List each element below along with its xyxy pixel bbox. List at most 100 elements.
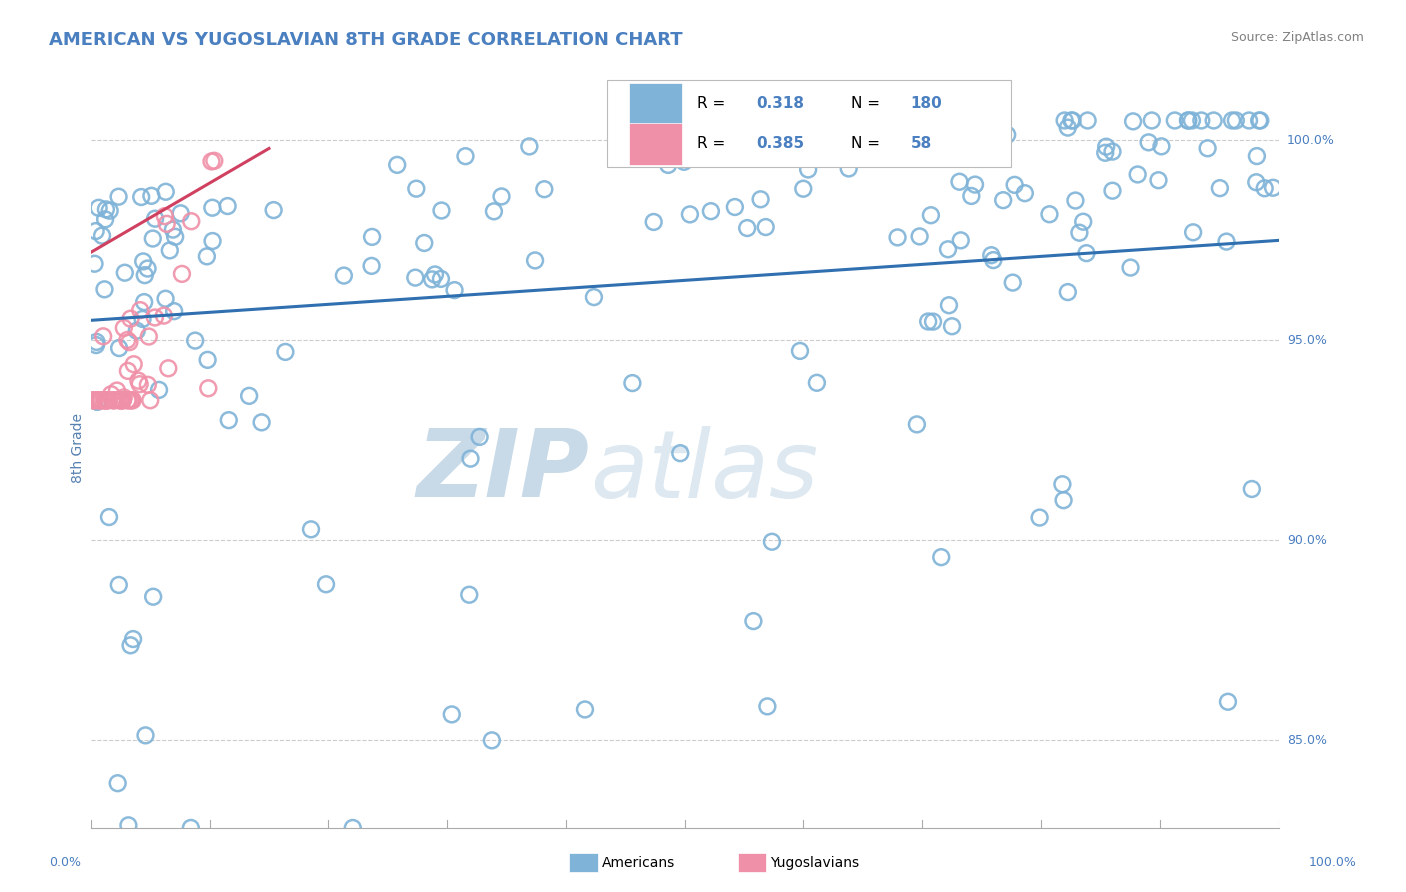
Text: 95.0%: 95.0% <box>1286 334 1327 347</box>
Point <box>742 614 765 628</box>
Point <box>122 357 145 371</box>
Point <box>94 212 117 227</box>
Point <box>896 113 918 128</box>
Point <box>963 178 986 192</box>
Point <box>1076 246 1098 260</box>
Text: 100.0%: 100.0% <box>1286 134 1334 147</box>
Point <box>117 393 139 408</box>
Point <box>482 204 505 219</box>
Point <box>94 393 117 408</box>
Point <box>101 393 124 408</box>
Point <box>1028 510 1050 524</box>
Point <box>922 315 945 329</box>
Point <box>108 341 131 355</box>
Point <box>169 206 191 220</box>
Point <box>1126 168 1149 182</box>
Point <box>200 154 222 169</box>
Text: 58: 58 <box>910 136 932 151</box>
Point <box>86 334 108 349</box>
Point <box>125 324 148 338</box>
Point <box>1062 113 1084 128</box>
Point <box>1056 285 1078 299</box>
Point <box>94 393 117 408</box>
Point <box>315 577 337 591</box>
Point <box>361 230 384 244</box>
Point <box>83 257 105 271</box>
Point <box>1122 114 1144 128</box>
Point <box>1140 113 1163 128</box>
Point <box>405 182 427 196</box>
Point <box>184 334 207 348</box>
Point <box>643 215 665 229</box>
Point <box>111 393 134 408</box>
Point <box>679 113 702 128</box>
Point <box>941 319 963 334</box>
Point <box>118 335 141 350</box>
Point <box>735 221 758 235</box>
Point <box>621 376 644 390</box>
Point <box>960 189 983 203</box>
Point <box>112 321 135 335</box>
Point <box>1202 113 1225 128</box>
Text: 0.318: 0.318 <box>756 96 804 111</box>
Point <box>108 393 131 408</box>
Point <box>1119 260 1142 275</box>
Point <box>838 161 860 176</box>
Point <box>980 248 1002 262</box>
Point <box>110 393 132 408</box>
Point <box>263 203 285 218</box>
Point <box>1246 175 1268 189</box>
FancyBboxPatch shape <box>628 123 682 164</box>
Point <box>1177 113 1199 128</box>
Point <box>423 268 446 282</box>
Point <box>1060 113 1083 128</box>
Point <box>157 361 180 376</box>
Point <box>1209 181 1232 195</box>
Point <box>132 254 155 268</box>
Point <box>1147 173 1170 187</box>
Point <box>117 393 139 408</box>
Point <box>672 154 695 169</box>
Point <box>118 393 141 408</box>
Point <box>761 534 783 549</box>
Point <box>218 413 240 427</box>
Point <box>333 268 356 283</box>
Point <box>669 446 692 460</box>
Text: Source: ZipAtlas.com: Source: ZipAtlas.com <box>1230 31 1364 45</box>
Point <box>468 430 491 444</box>
Point <box>1240 482 1263 496</box>
Point <box>1052 477 1074 491</box>
Point <box>180 821 202 835</box>
Point <box>1038 207 1060 221</box>
Point <box>929 550 952 565</box>
Point <box>949 233 972 247</box>
Point <box>1253 181 1275 195</box>
Point <box>94 202 117 217</box>
Point <box>1077 113 1099 128</box>
Point <box>250 415 273 429</box>
Point <box>238 389 260 403</box>
Point <box>980 113 1002 128</box>
Point <box>920 151 942 165</box>
FancyBboxPatch shape <box>607 80 1011 167</box>
Point <box>89 393 111 408</box>
Point <box>143 310 166 325</box>
Point <box>128 377 150 392</box>
Point <box>1052 493 1074 508</box>
Point <box>274 345 297 359</box>
Point <box>1164 113 1187 128</box>
Point <box>87 393 110 408</box>
Point <box>756 699 779 714</box>
Point <box>163 304 186 318</box>
Point <box>90 393 112 408</box>
Point <box>454 149 477 163</box>
Point <box>108 393 131 408</box>
Text: 0.0%: 0.0% <box>49 856 82 869</box>
Point <box>107 776 129 790</box>
Point <box>875 113 897 128</box>
Point <box>801 128 824 143</box>
Point <box>993 193 1015 207</box>
Point <box>121 393 143 408</box>
Point <box>1237 113 1260 128</box>
Point <box>105 384 128 398</box>
